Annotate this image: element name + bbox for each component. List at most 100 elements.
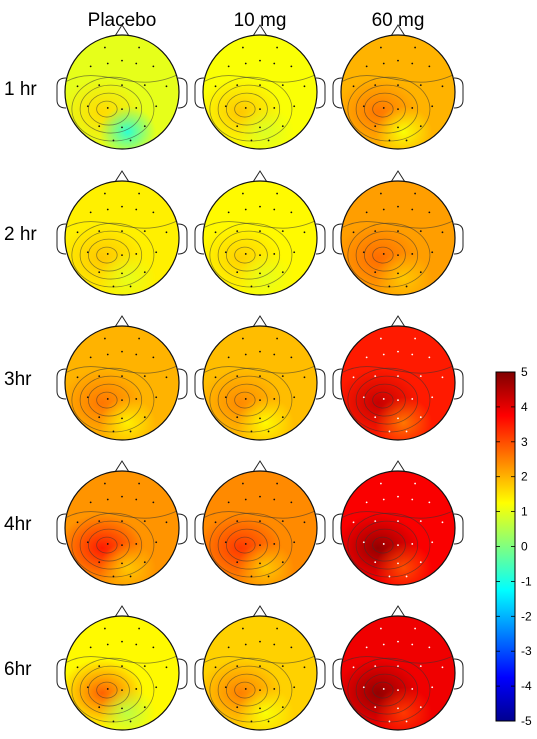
electrode-dot (98, 375, 101, 378)
electrode-dot (259, 84, 261, 87)
electrode-dot (152, 646, 155, 649)
electrode-dot (303, 521, 306, 524)
column-label-10mg: 10 mg (234, 10, 287, 31)
colorbar-tick-label: 5 (521, 365, 528, 379)
right-ear-icon (453, 513, 464, 545)
topomap-6hr-placebo (56, 605, 188, 731)
electrode-dot (244, 688, 247, 690)
electrode-dot (411, 543, 414, 545)
head-outline (64, 470, 180, 586)
electrode-dot (165, 231, 168, 234)
electrode-dot (259, 417, 261, 420)
electrodes (76, 46, 168, 142)
electrode-dot (397, 126, 399, 129)
electrode-dot (98, 520, 101, 523)
topomap-contours (65, 73, 179, 142)
electrode-dot (250, 285, 253, 288)
electrode-dot (273, 543, 276, 545)
electrode-dot (236, 84, 239, 87)
right-ear-icon (453, 368, 464, 400)
electrode-dot (143, 271, 146, 274)
topomap-trough (99, 687, 157, 730)
topomap-3hr-placebo (56, 315, 188, 441)
electrode-dot (112, 430, 115, 433)
electrode-dot (419, 416, 422, 419)
row-label-2hr: 2 hr (4, 224, 37, 245)
head-outline (64, 34, 180, 150)
topomap-grid (56, 24, 464, 731)
electrode-dot (428, 501, 431, 504)
electrode-dot (352, 521, 355, 524)
electrode-dot (165, 85, 168, 88)
electrode-dot (380, 627, 382, 630)
electrode-dot (242, 192, 244, 195)
electrode-dot (121, 108, 123, 110)
column-label-placebo: Placebo (88, 10, 157, 31)
left-ear-icon (56, 223, 67, 255)
electrode-dot (365, 65, 368, 68)
electrodes (76, 337, 168, 433)
electrode-dot (419, 271, 422, 274)
electrode-dot (441, 521, 444, 524)
electrode-dot (259, 375, 261, 378)
electrode-dot (165, 521, 168, 524)
electrode-dot (250, 139, 253, 142)
electrode-dot (352, 376, 355, 379)
electrode-dot (121, 272, 123, 275)
nose-icon (390, 315, 406, 328)
topomap-contours (203, 654, 317, 723)
left-ear-icon (56, 658, 67, 690)
electrode-dot (303, 376, 306, 379)
colorbar-tick-label: 1 (521, 505, 528, 519)
nose-icon (114, 170, 130, 183)
electrodes (352, 627, 444, 723)
electrode-dot (273, 62, 276, 65)
electrode-dot (428, 65, 431, 68)
electrode-dot (397, 254, 399, 256)
electrode-dot (76, 521, 79, 524)
electrode-dot (362, 541, 365, 544)
topomap-1hr-10mg (194, 24, 326, 150)
electrode-dot (89, 356, 92, 359)
electrode-dot (227, 646, 230, 649)
electrode-dot (365, 501, 368, 504)
electrode-dot (397, 272, 399, 275)
electrode-dot (414, 192, 416, 195)
electrode-dot (259, 399, 261, 401)
electrodes (352, 337, 444, 433)
electrode-dot (227, 356, 230, 359)
electrode-dot (352, 231, 355, 234)
electrode-dot (86, 105, 89, 108)
head-outline (340, 180, 456, 296)
electrode-dot (76, 85, 79, 88)
electrodes (214, 46, 306, 142)
electrode-dot (129, 430, 132, 433)
electrode-dot (419, 84, 422, 87)
head-outline (202, 470, 318, 586)
electrode-dot (244, 353, 247, 356)
electrode-dot (441, 85, 444, 88)
electrodes (214, 192, 306, 288)
electrode-dot (397, 495, 399, 498)
electrodes (214, 627, 306, 723)
topomap-3hr-60mg (332, 315, 464, 441)
electrode-dot (374, 665, 377, 668)
electrode-dot (281, 271, 284, 274)
electrode-dot (303, 666, 306, 669)
left-ear-icon (194, 658, 205, 690)
colorbar-tick-label: -1 (521, 574, 532, 588)
electrode-dot (129, 139, 132, 142)
left-ear-icon (56, 368, 67, 400)
electrode-dot (214, 85, 217, 88)
electrode-dot (259, 59, 261, 62)
electrode-dot (121, 84, 123, 87)
electrode-dot (441, 231, 444, 234)
electrode-dot (352, 85, 355, 88)
electrode-dot (121, 665, 123, 668)
electrode-dot (143, 665, 146, 668)
topomap-contours (203, 219, 317, 288)
electrode-dot (419, 665, 422, 668)
electrode-dot (135, 543, 138, 545)
electrode-dot (273, 498, 276, 501)
electrode-dot (86, 541, 89, 544)
